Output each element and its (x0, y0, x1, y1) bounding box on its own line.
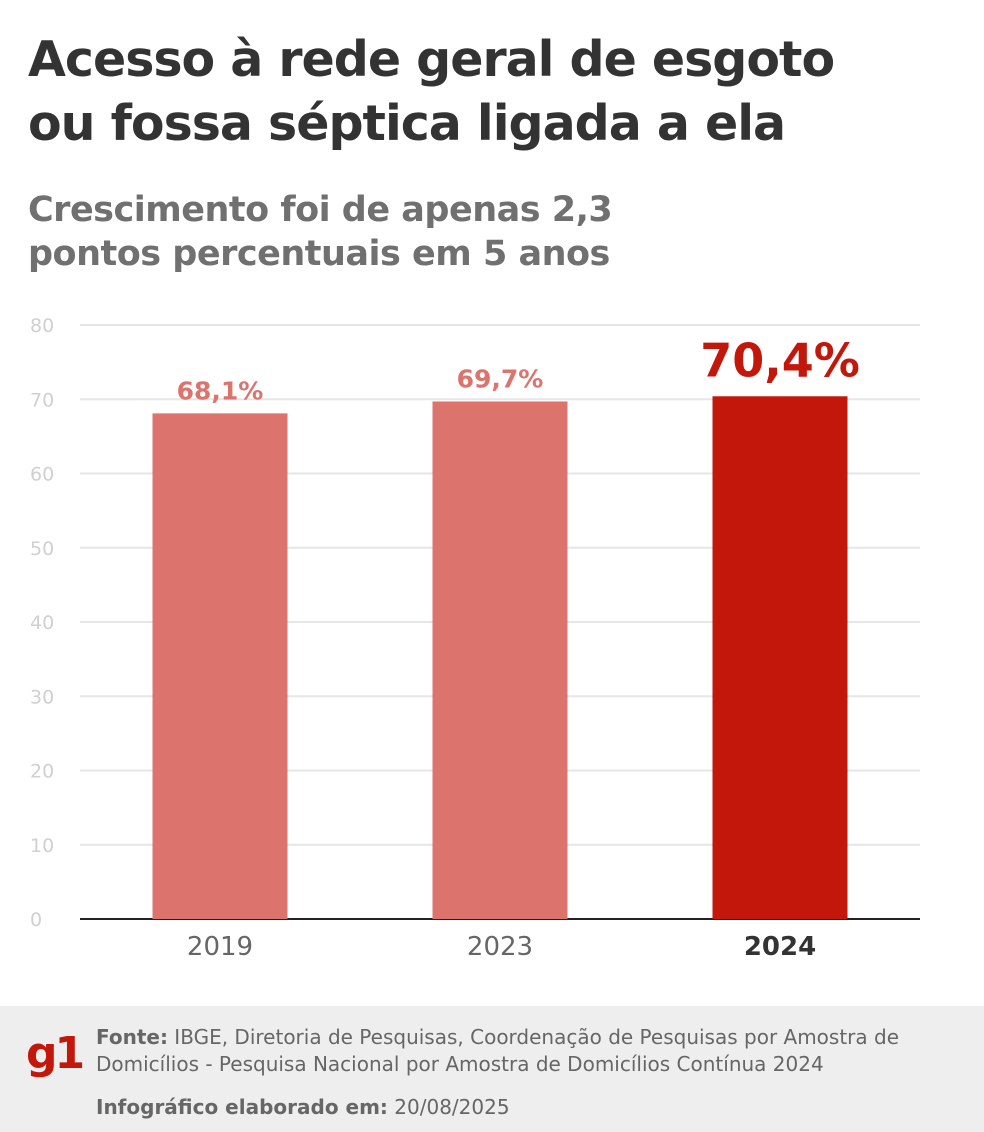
source-text-line-2: Domicílios - Pesquisa Nacional por Amost… (96, 1052, 824, 1076)
source-note: Fonte: IBGE, Diretoria de Pesquisas, Coo… (96, 1024, 966, 1078)
bar-2023 (432, 401, 568, 919)
y-tick-60: 60 (30, 464, 54, 486)
y-tick-20: 20 (30, 761, 54, 783)
chart-subtitle-line-1: Crescimento foi de apenas 2,3 (28, 190, 613, 230)
bar-2024 (712, 396, 848, 919)
y-tick-30: 30 (30, 686, 54, 708)
y-tick-10: 10 (30, 835, 54, 857)
y-tick-80: 80 (30, 315, 54, 337)
x-tick-2024: 2024 (744, 932, 816, 962)
y-axis-ticks: 0 10 20 30 40 50 60 70 80 (30, 315, 54, 931)
data-label-2019: 68,1% (177, 376, 264, 405)
chart-title: Acesso à rede geral de esgoto ou fossa s… (28, 28, 968, 156)
chart-subtitle: Crescimento foi de apenas 2,3 pontos per… (28, 188, 788, 276)
chart-subtitle-line-2: pontos percentuais em 5 anos (28, 234, 610, 274)
g1-logo: g1 (26, 1028, 85, 1079)
source-text-line-1: IBGE, Diretoria de Pesquisas, Coordenaçã… (167, 1025, 900, 1049)
y-tick-0: 0 (30, 909, 42, 931)
chart-title-line-2: ou fossa séptica ligada a ela (28, 95, 786, 152)
y-tick-40: 40 (30, 612, 54, 634)
y-tick-50: 50 (30, 538, 54, 560)
x-axis-ticks: 2019 2023 2024 (187, 932, 816, 962)
chart-title-line-1: Acesso à rede geral de esgoto (28, 31, 835, 88)
made-date: 20/08/2025 (387, 1095, 510, 1119)
made-label: Infográfico elaborado em: (96, 1095, 388, 1119)
x-tick-2019: 2019 (187, 932, 253, 962)
source-label: Fonte: (96, 1025, 168, 1049)
data-labels: 68,1% 69,7% 70,4% (177, 333, 860, 405)
data-label-2023: 69,7% (457, 364, 544, 393)
footer: g1 Fonte: IBGE, Diretoria de Pesquisas, … (0, 1006, 984, 1132)
made-note: Infográfico elaborado em: 20/08/2025 (96, 1094, 966, 1121)
y-tick-70: 70 (30, 389, 54, 411)
bar-2019 (152, 413, 288, 919)
x-tick-2023: 2023 (467, 932, 533, 962)
data-label-2024: 70,4% (700, 333, 860, 387)
bars (152, 396, 848, 919)
